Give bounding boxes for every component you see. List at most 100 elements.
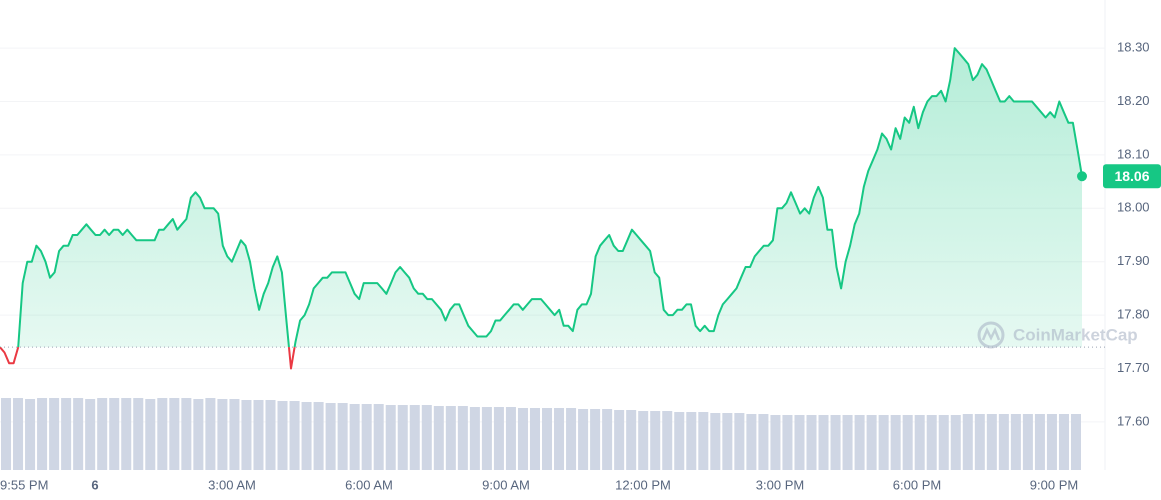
volume-bar <box>289 401 300 470</box>
volume-bar <box>85 399 96 470</box>
volume-bar <box>145 399 156 470</box>
volume-bar <box>1010 414 1021 470</box>
y-tick-label: 17.90 <box>1117 253 1150 268</box>
volume-bar <box>566 408 577 470</box>
volume-bar <box>361 404 372 470</box>
volume-bar <box>794 415 805 470</box>
volume-bar <box>337 403 348 470</box>
volume-bar <box>818 415 829 470</box>
volume-bar <box>806 415 817 470</box>
volume-bar <box>25 399 36 470</box>
volume-bar <box>157 398 168 470</box>
volume-bar <box>590 409 601 470</box>
volume-bar <box>397 405 408 470</box>
volume-bar <box>734 413 745 470</box>
volume-bar <box>97 398 108 470</box>
volume-bar <box>505 407 516 470</box>
volume-bar <box>638 411 649 470</box>
volume-bar <box>169 398 180 470</box>
y-tick-label: 17.70 <box>1117 360 1150 375</box>
volume-bar <box>229 399 240 470</box>
volume-bar <box>674 412 685 470</box>
price-tag-label: 18.06 <box>1114 168 1149 184</box>
volume-bar <box>830 415 841 470</box>
volume-bar <box>770 415 781 470</box>
volume-bar <box>457 406 468 470</box>
volume-bar <box>662 411 673 470</box>
price-tag <box>1103 164 1161 189</box>
watermark-text: CoinMarketCap <box>1013 325 1138 344</box>
volume-bar <box>409 405 420 470</box>
volume-bar <box>313 402 324 470</box>
volume-bar <box>890 415 901 470</box>
volume-bar <box>950 415 961 470</box>
volume-bar <box>614 410 625 470</box>
volume-bar <box>433 406 444 470</box>
volume-bar <box>241 400 252 470</box>
volume-bar <box>602 409 613 470</box>
volume-bar <box>469 407 480 470</box>
volume-bar <box>650 411 661 470</box>
volume-bar <box>842 415 853 470</box>
volume-bar <box>301 402 312 470</box>
y-tick-label: 18.10 <box>1117 146 1150 161</box>
x-tick-label: 6 <box>91 477 98 492</box>
volume-bar <box>962 414 973 470</box>
y-tick-label: 18.00 <box>1117 200 1150 215</box>
y-tick-label: 17.80 <box>1117 307 1150 322</box>
volume-bar <box>926 415 937 470</box>
volume-bar <box>373 404 384 470</box>
volume-bar <box>217 399 228 470</box>
volume-bar <box>181 398 192 470</box>
x-tick-label: 3:00 AM <box>208 477 256 492</box>
volume-bar <box>878 415 889 470</box>
volume-bar <box>938 415 949 470</box>
volume-bar <box>782 415 793 470</box>
price-line-up <box>0 47 1083 348</box>
volume-bar <box>542 408 553 470</box>
volume-bar <box>121 398 132 470</box>
volume-bar <box>1046 414 1057 470</box>
volume-bar <box>1058 414 1069 470</box>
volume-bar <box>529 408 540 470</box>
volume-bar <box>710 413 721 470</box>
volume-bar <box>193 399 204 470</box>
last-price-dot <box>1077 171 1087 182</box>
volume-bar <box>902 415 913 470</box>
volume-bar <box>974 414 985 470</box>
volume-bar <box>1 398 12 470</box>
volume-bar <box>758 414 769 470</box>
x-tick-label: 9:00 PM <box>1030 477 1078 492</box>
volume-bar <box>421 405 432 470</box>
volume-bar <box>265 400 276 470</box>
volume-bar <box>578 409 589 470</box>
volume-bar <box>253 400 264 470</box>
volume-bar <box>49 398 60 470</box>
x-tick-label: 9:00 AM <box>482 477 530 492</box>
volume-bar <box>133 398 144 470</box>
volume-bar <box>517 408 528 470</box>
y-tick-label: 18.30 <box>1117 40 1150 55</box>
volume-bar <box>61 398 72 470</box>
volume-bar <box>914 415 925 470</box>
volume-bar <box>854 415 865 470</box>
volume-bar <box>998 414 1009 470</box>
x-tick-label: 3:00 PM <box>756 477 804 492</box>
volume-bar <box>445 406 456 470</box>
volume-bar <box>481 407 492 470</box>
x-tick-label: 9:55 PM <box>0 477 48 492</box>
volume-bar <box>746 414 757 470</box>
volume-bar <box>986 414 997 470</box>
volume-bar <box>1034 414 1045 470</box>
volume-bar <box>277 401 288 470</box>
y-tick-label: 18.20 <box>1117 93 1150 108</box>
watermark: CoinMarketCap <box>977 321 1138 349</box>
x-tick-label: 12:00 PM <box>615 477 671 492</box>
volume-bar <box>686 412 697 470</box>
volume-bar <box>385 405 396 470</box>
price-area <box>18 48 1082 348</box>
x-tick-label: 6:00 PM <box>893 477 941 492</box>
volume-bar <box>109 398 120 470</box>
volume-bar <box>205 398 216 470</box>
